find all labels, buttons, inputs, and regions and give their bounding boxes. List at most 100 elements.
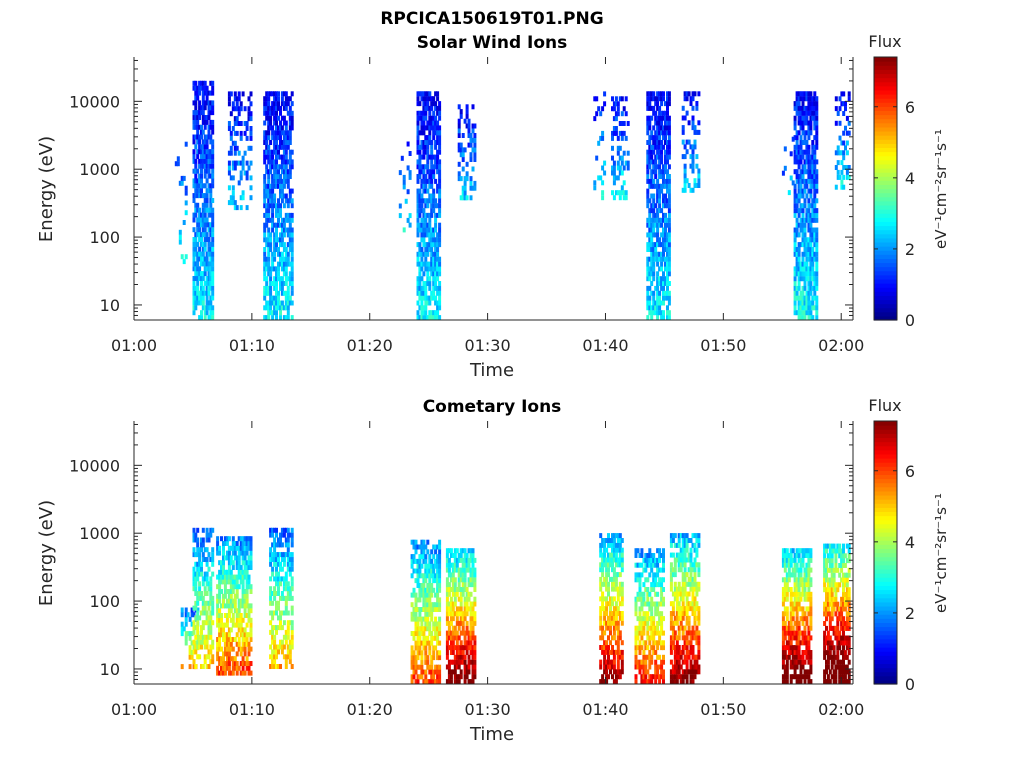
spectrogram-cell <box>622 190 626 196</box>
spectrogram-cell <box>469 142 473 148</box>
spectrogram-cell <box>216 646 220 652</box>
spectrogram-cell <box>815 125 819 131</box>
spectrogram-cell <box>201 552 205 558</box>
spectrogram-cell <box>611 615 614 621</box>
x-tick-label: 01:30 <box>465 336 511 355</box>
spectrogram-cell <box>223 536 227 542</box>
spectrogram-cell <box>218 569 222 575</box>
spectrogram-cell <box>805 305 809 311</box>
spectrogram-cell <box>178 229 182 235</box>
spectrogram-cell <box>689 101 693 106</box>
spectrogram-cell <box>666 178 669 184</box>
spectrogram-cell <box>216 608 220 614</box>
spectrogram-cell <box>247 646 251 652</box>
spectrogram-cell <box>243 598 247 604</box>
spectrogram-cell <box>422 242 426 248</box>
spectrogram-cell <box>618 130 622 136</box>
spectrogram-cell <box>805 310 809 316</box>
spectrogram-cell <box>201 85 205 91</box>
spectrogram-cell <box>263 140 267 145</box>
spectrogram-cell <box>815 295 819 301</box>
spectrogram-cell <box>473 611 477 617</box>
spectrogram-cell <box>198 644 202 650</box>
spectrogram-cell <box>605 664 609 670</box>
spectrogram-cell <box>420 640 424 646</box>
spectrogram-cell <box>815 276 819 282</box>
spectrogram-cell <box>288 595 292 601</box>
spectrogram-cell <box>457 582 461 588</box>
spectrogram-cell <box>469 567 473 573</box>
spectrogram-cell <box>803 261 807 267</box>
spectrogram-cell <box>445 582 449 588</box>
spectrogram-cell <box>273 310 277 316</box>
spectrogram-cell <box>288 105 292 111</box>
spectrogram-cell <box>467 577 471 583</box>
spectrogram-cell <box>673 562 677 568</box>
spectrogram-cell <box>271 542 275 548</box>
spectrogram-cell <box>432 554 436 560</box>
spectrogram-cell <box>420 227 424 233</box>
spectrogram-cell <box>620 170 624 176</box>
spectrogram-cell <box>620 111 624 117</box>
spectrogram-cell <box>422 130 426 136</box>
spectrogram-cell <box>455 611 459 617</box>
spectrogram-cell <box>658 217 662 223</box>
spectrogram-cell <box>618 649 622 655</box>
spectrogram-cell <box>646 198 650 204</box>
spectrogram-cell <box>416 242 420 248</box>
spectrogram-cell <box>249 661 253 666</box>
colorbar-segment <box>874 102 897 107</box>
spectrogram-cell <box>416 188 420 194</box>
spectrogram-cell <box>801 174 805 179</box>
spectrogram-cell <box>249 565 253 570</box>
spectrogram-cell <box>290 110 294 116</box>
spectrogram-cell <box>265 261 269 267</box>
spectrogram-cell <box>200 547 203 553</box>
spectrogram-cell <box>601 135 605 141</box>
spectrogram-cell <box>178 239 182 245</box>
spectrogram-cell <box>809 115 813 121</box>
spectrogram-cell <box>184 200 188 206</box>
spectrogram-cell <box>416 640 420 646</box>
spectrogram-cell <box>286 144 290 150</box>
spectrogram-cell <box>689 187 693 193</box>
spectrogram-cell <box>200 188 203 194</box>
spectrogram-cell <box>815 251 819 257</box>
spectrogram-cell <box>813 271 817 277</box>
spectrogram-cell <box>269 198 273 204</box>
spectrogram-cell <box>805 276 809 282</box>
spectrogram-cell <box>424 198 428 204</box>
spectrogram-cell <box>465 611 469 617</box>
spectrogram-cell <box>611 620 614 626</box>
spectrogram-cell <box>235 579 239 585</box>
spectrogram-cell <box>660 310 664 316</box>
spectrogram-cell <box>290 164 294 170</box>
spectrogram-cell <box>660 96 664 102</box>
spectrogram-cell <box>282 654 286 660</box>
spectrogram-cell <box>271 203 275 209</box>
spectrogram-cell <box>247 665 251 671</box>
spectrogram-cell <box>198 80 202 86</box>
spectrogram-cell <box>691 163 695 169</box>
spectrogram-cell <box>461 611 465 617</box>
spectrogram-cell <box>611 155 614 161</box>
spectrogram-cell <box>438 144 442 150</box>
spectrogram-cell <box>231 536 235 542</box>
spectrogram-cell <box>227 574 231 580</box>
spectrogram-cell <box>277 135 280 141</box>
spectrogram-cell <box>426 635 430 641</box>
spectrogram-cell <box>656 198 660 204</box>
spectrogram-cell <box>412 544 416 550</box>
spectrogram-cell <box>412 659 416 665</box>
spectrogram-cell <box>227 670 231 676</box>
spectrogram-cell <box>667 198 671 204</box>
spectrogram-cell <box>807 198 811 204</box>
spectrogram-cell <box>666 91 669 97</box>
spectrogram-cell <box>681 533 685 539</box>
spectrogram-cell <box>267 169 271 175</box>
spectrogram-cell <box>793 144 797 150</box>
spectrogram-cell <box>666 271 669 277</box>
spectrogram-cell <box>809 290 813 296</box>
spectrogram-cell <box>611 135 614 141</box>
spectrogram-cell <box>194 193 198 199</box>
